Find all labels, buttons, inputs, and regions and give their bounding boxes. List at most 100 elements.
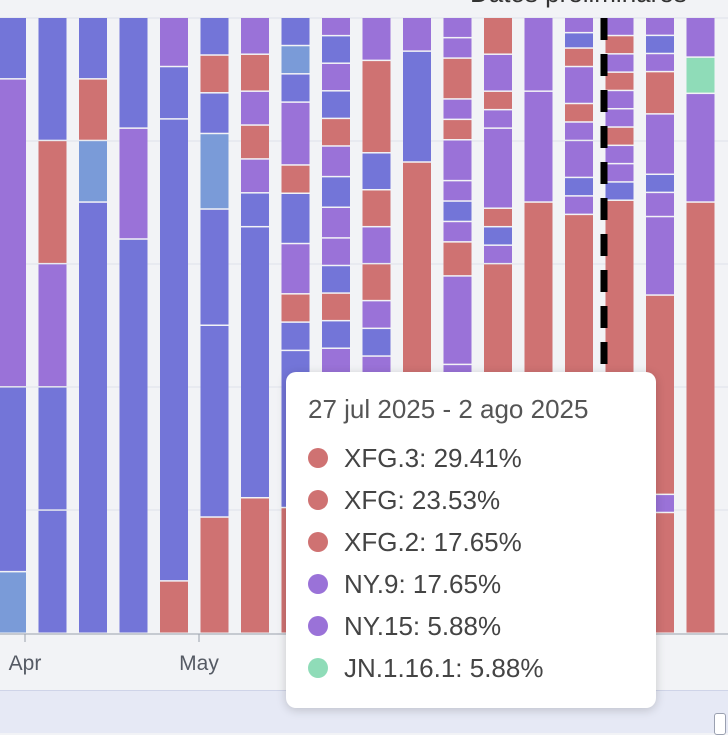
- bar-column[interactable]: [79, 18, 107, 633]
- bar-segment[interactable]: [646, 175, 674, 192]
- bar-segment[interactable]: [281, 165, 310, 193]
- bar-segment[interactable]: [524, 18, 553, 91]
- bar-segment[interactable]: [281, 294, 310, 322]
- bar-segment[interactable]: [565, 196, 593, 214]
- bar-segment[interactable]: [322, 36, 350, 63]
- bar-segment[interactable]: [484, 128, 512, 208]
- bar-segment[interactable]: [200, 55, 229, 93]
- bar-segment[interactable]: [484, 18, 512, 54]
- bar-segment[interactable]: [443, 38, 472, 58]
- bar-segment[interactable]: [484, 208, 512, 226]
- bar-segment[interactable]: [605, 127, 634, 145]
- bar-column[interactable]: [119, 18, 148, 633]
- bar-segment[interactable]: [565, 141, 593, 177]
- bar-segment[interactable]: [362, 264, 391, 300]
- bar-segment[interactable]: [443, 201, 472, 221]
- bar-segment[interactable]: [38, 18, 67, 140]
- bar-segment[interactable]: [484, 245, 512, 263]
- bar-segment[interactable]: [403, 51, 431, 162]
- bar-segment[interactable]: [484, 91, 512, 109]
- bar-segment[interactable]: [281, 322, 310, 350]
- bar-segment[interactable]: [0, 572, 26, 633]
- bar-segment[interactable]: [79, 79, 107, 140]
- bar-segment[interactable]: [565, 33, 593, 48]
- bar-segment[interactable]: [484, 54, 512, 91]
- bar-segment[interactable]: [160, 119, 188, 581]
- bar-segment[interactable]: [281, 102, 310, 165]
- bar-segment[interactable]: [362, 61, 391, 153]
- bar-segment[interactable]: [443, 99, 472, 119]
- bar-segment[interactable]: [443, 120, 472, 140]
- bar-segment[interactable]: [686, 57, 715, 93]
- bar-column[interactable]: [241, 18, 269, 633]
- bar-segment[interactable]: [443, 58, 472, 99]
- bar-segment[interactable]: [79, 202, 107, 633]
- bar-segment[interactable]: [646, 54, 674, 71]
- bar-segment[interactable]: [322, 293, 350, 320]
- bar-segment[interactable]: [38, 264, 67, 387]
- bar-segment[interactable]: [281, 244, 310, 294]
- bar-segment[interactable]: [565, 178, 593, 196]
- bar-segment[interactable]: [200, 209, 229, 325]
- bar-segment[interactable]: [0, 387, 26, 571]
- bar-segment[interactable]: [241, 54, 269, 91]
- bar-segment[interactable]: [38, 387, 67, 510]
- bar-segment[interactable]: [322, 208, 350, 238]
- bar-segment[interactable]: [322, 63, 350, 91]
- bar-segment[interactable]: [484, 227, 512, 245]
- bar-segment[interactable]: [322, 177, 350, 207]
- bar-segment[interactable]: [322, 18, 350, 35]
- bar-segment[interactable]: [565, 122, 593, 140]
- bar-segment[interactable]: [241, 91, 269, 125]
- bar-segment[interactable]: [605, 182, 634, 200]
- bar-segment[interactable]: [605, 54, 634, 72]
- bar-column[interactable]: [160, 18, 188, 633]
- bar-segment[interactable]: [686, 18, 715, 57]
- bar-segment[interactable]: [200, 517, 229, 633]
- bar-segment[interactable]: [605, 18, 634, 35]
- bar-segment[interactable]: [443, 222, 472, 242]
- bar-segment[interactable]: [0, 79, 26, 387]
- bar-segment[interactable]: [322, 91, 350, 118]
- bar-segment[interactable]: [322, 266, 350, 293]
- bar-segment[interactable]: [200, 134, 229, 209]
- bar-segment[interactable]: [119, 239, 148, 633]
- bar-segment[interactable]: [281, 74, 310, 102]
- bar-segment[interactable]: [281, 194, 310, 243]
- bar-segment[interactable]: [241, 18, 269, 54]
- bar-segment[interactable]: [241, 498, 269, 633]
- bar-segment[interactable]: [443, 18, 472, 37]
- bar-segment[interactable]: [160, 67, 188, 119]
- bar-segment[interactable]: [443, 242, 472, 276]
- bar-segment[interactable]: [362, 301, 391, 328]
- bar-segment[interactable]: [362, 329, 391, 356]
- bar-segment[interactable]: [322, 119, 350, 146]
- bar-column[interactable]: [281, 18, 310, 633]
- bar-segment[interactable]: [646, 72, 674, 114]
- bar-segment[interactable]: [362, 153, 391, 189]
- bar-segment[interactable]: [403, 18, 431, 51]
- bar-segment[interactable]: [362, 190, 391, 226]
- bar-segment[interactable]: [79, 141, 107, 202]
- bar-segment[interactable]: [686, 202, 715, 633]
- bar-segment[interactable]: [281, 46, 310, 74]
- bar-segment[interactable]: [322, 146, 350, 176]
- bar-segment[interactable]: [362, 227, 391, 263]
- bar-segment[interactable]: [443, 276, 472, 364]
- bar-segment[interactable]: [443, 140, 472, 180]
- bar-segment[interactable]: [646, 114, 674, 174]
- bar-segment[interactable]: [646, 193, 674, 216]
- bar-segment[interactable]: [322, 321, 350, 348]
- bar-segment[interactable]: [200, 326, 229, 517]
- bar-column[interactable]: [200, 18, 229, 633]
- bar-segment[interactable]: [484, 110, 512, 128]
- bar-segment[interactable]: [200, 93, 229, 133]
- bar-segment[interactable]: [322, 238, 350, 265]
- bar-segment[interactable]: [605, 109, 634, 127]
- bar-segment[interactable]: [160, 18, 188, 66]
- bar-segment[interactable]: [646, 217, 674, 295]
- bar-segment[interactable]: [241, 227, 269, 497]
- bar-segment[interactable]: [565, 67, 593, 103]
- bar-segment[interactable]: [605, 72, 634, 90]
- bar-segment[interactable]: [565, 104, 593, 122]
